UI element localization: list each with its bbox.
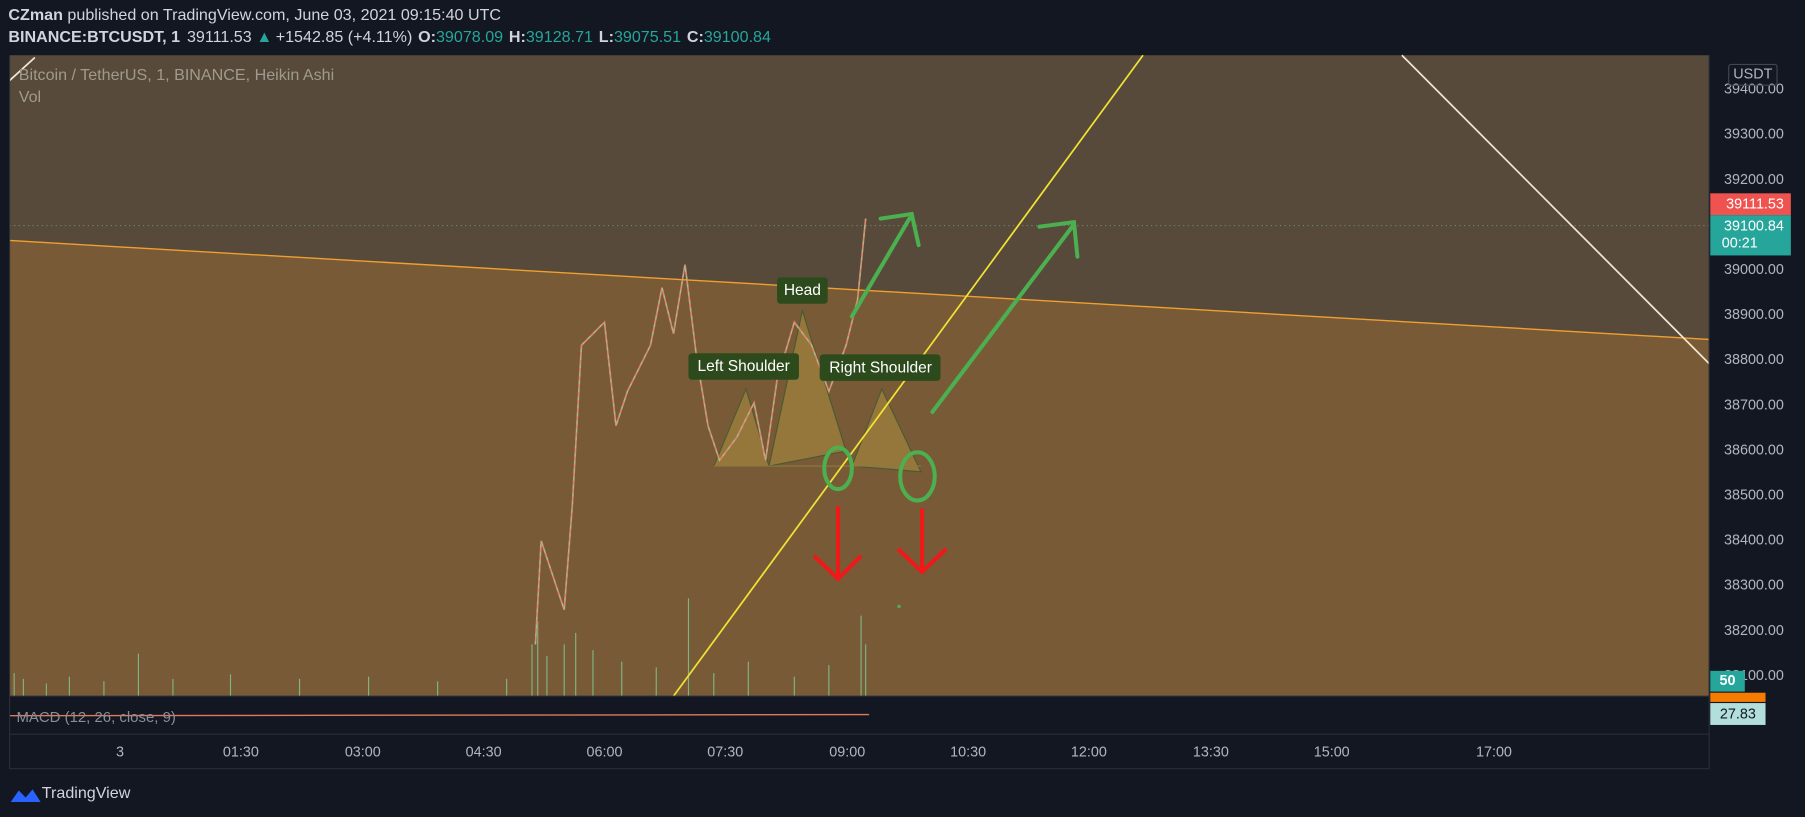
symbol: BINANCE:BTCUSDT, 1 bbox=[8, 28, 180, 46]
chart-pane: Head Left Shoulder Right Shoulder Bitcoi… bbox=[8, 54, 1710, 697]
symbol-line: BINANCE:BTCUSDT, 1 39111.53 ▲ +1542.85 (+4.… bbox=[8, 28, 771, 46]
trend-line bbox=[9, 239, 1710, 341]
time-tick-label: 13:30 bbox=[1193, 744, 1229, 760]
time-tick-label: 17:00 bbox=[1476, 744, 1512, 760]
time-tick-label: 03:00 bbox=[345, 744, 381, 760]
green-arrows bbox=[822, 211, 1080, 503]
arrow: ▲ bbox=[256, 28, 272, 46]
resistance-line bbox=[1401, 54, 1710, 365]
line-fragment bbox=[8, 56, 36, 82]
time-axis: 17:00 15:00 13:30 12:00 10:30 09:00 07:30 06:00… bbox=[116, 744, 1512, 760]
price-tick-label: 38300.00 bbox=[1724, 578, 1784, 594]
volume-badge-box bbox=[1710, 670, 1745, 692]
series-legend: Bitcoin / TetherUS, 1, BINANCE, Heikin A… bbox=[19, 66, 334, 84]
label-box bbox=[688, 353, 799, 380]
ohlc-value: 39128.71 bbox=[526, 28, 593, 46]
time-tick-label: 07:30 bbox=[707, 744, 743, 760]
red-arrows bbox=[812, 506, 948, 582]
ohlc-label: H: bbox=[509, 28, 526, 46]
price: 39111.53 bbox=[187, 28, 252, 46]
ohlc-value: 39078.09 bbox=[436, 28, 503, 46]
currency: USDT bbox=[1733, 67, 1772, 83]
price-tick-label: 38800.00 bbox=[1724, 352, 1784, 368]
price-tick-label: 39400.00 bbox=[1724, 82, 1784, 98]
price-tick-label: 38700.00 bbox=[1724, 397, 1784, 413]
ohlc-value: 39075.51 bbox=[614, 28, 681, 46]
pattern-right bbox=[851, 387, 922, 473]
macd-line bbox=[9, 713, 870, 717]
ohlc-label: C: bbox=[687, 28, 704, 46]
close-price: 39100.84 bbox=[1724, 218, 1784, 234]
time-tick-label: 04:30 bbox=[466, 744, 502, 760]
time-tick-label: 09:00 bbox=[829, 744, 865, 760]
last-price-badge bbox=[1710, 193, 1791, 216]
price-tick-label: 39300.00 bbox=[1724, 127, 1784, 143]
lower-zone bbox=[9, 240, 1710, 697]
price-trace-up bbox=[534, 218, 867, 645]
volume bbox=[13, 598, 867, 697]
ohlc-value: 39100.84 bbox=[704, 28, 771, 46]
author[interactable]: CZman bbox=[8, 6, 63, 24]
annotation-right-shoulder: Right Shoulder bbox=[829, 359, 932, 376]
countdown: 00:21 bbox=[1722, 236, 1758, 252]
annotation-left-shoulder: Left Shoulder bbox=[698, 358, 790, 375]
header-line: CZman published on TradingView.com, June… bbox=[8, 6, 501, 24]
last-price: 39111.53 bbox=[1726, 197, 1784, 213]
ohlc-label: O: bbox=[418, 28, 436, 46]
ohlc-label: L: bbox=[599, 28, 614, 46]
label-box bbox=[777, 277, 828, 304]
macd-badge: 27.83 bbox=[1720, 706, 1756, 722]
close-price-badge bbox=[1710, 215, 1791, 256]
volume-badge: 50 bbox=[1720, 673, 1736, 689]
brand[interactable]: TradingView bbox=[42, 784, 131, 802]
dot bbox=[897, 604, 901, 609]
macd-badge-box bbox=[1710, 703, 1766, 725]
price-tick-label: 38500.00 bbox=[1724, 488, 1784, 504]
time-tick-label: 01:30 bbox=[223, 744, 259, 760]
published: published on TradingView.com, June 03, 2… bbox=[63, 6, 501, 24]
time-tick-label: 3 bbox=[116, 744, 124, 760]
macd-legend: MACD (12, 26, close, 9) bbox=[16, 709, 175, 726]
time-tick-label: 06:00 bbox=[586, 744, 622, 760]
macd-marker bbox=[1710, 692, 1766, 702]
time-tick-label: 10:30 bbox=[950, 744, 986, 760]
volume-legend: Vol bbox=[19, 88, 41, 106]
footer: TradingView bbox=[10, 784, 131, 803]
price-tick-label: 38200.00 bbox=[1724, 623, 1784, 639]
label-box bbox=[819, 354, 941, 381]
time-tick-label: 15:00 bbox=[1314, 744, 1350, 760]
time-tick-label: 12:00 bbox=[1071, 744, 1107, 760]
price-tick-label: 38600.00 bbox=[1724, 442, 1784, 458]
price-axis: 38100.0038200.0038300.0038400.0038500.00… bbox=[1710, 63, 1791, 725]
annotation-head: Head bbox=[784, 282, 821, 299]
price-tick-label: 38900.00 bbox=[1724, 307, 1784, 323]
price-tick-label: 39000.00 bbox=[1724, 262, 1784, 278]
price-tick-label: 39200.00 bbox=[1724, 172, 1784, 188]
price-tick-label: 38400.00 bbox=[1724, 533, 1784, 549]
logo bbox=[10, 789, 41, 803]
change: +1542.85 (+4.11%) bbox=[276, 28, 413, 46]
frame bbox=[8, 55, 1710, 770]
currency-box bbox=[1728, 63, 1778, 86]
